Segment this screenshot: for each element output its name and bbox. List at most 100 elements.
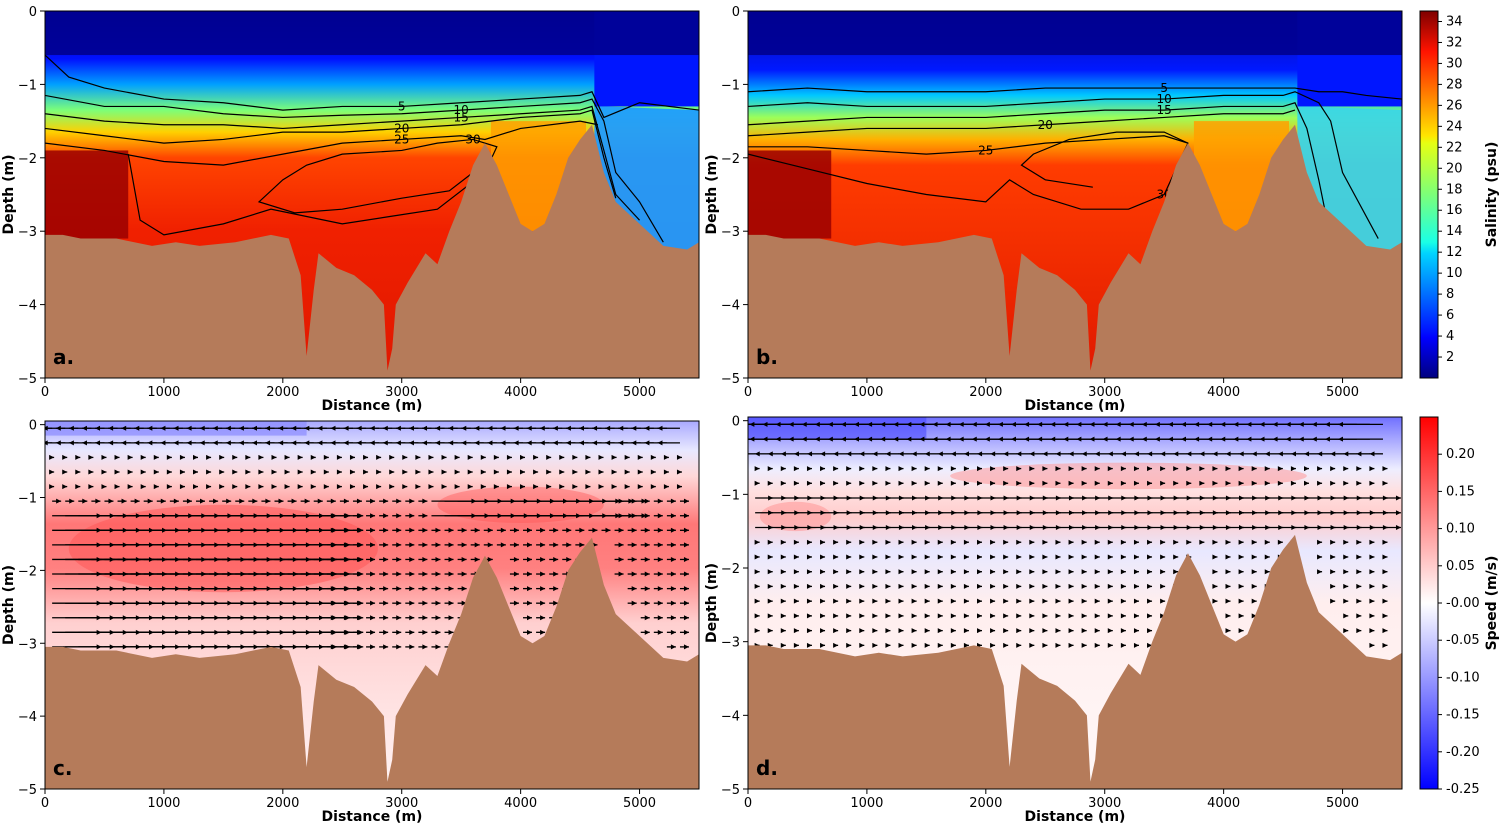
vector-head [1251,554,1257,560]
vector-head [963,554,969,560]
vector-head [1160,554,1166,560]
vector-head [780,613,786,619]
vector-head [480,484,486,490]
vector-head [1147,569,1153,575]
vector-head [539,440,545,446]
vector-head [1016,539,1022,545]
vector-head [428,454,434,460]
vector-head [618,542,624,548]
vector-head [1186,480,1192,486]
vector-head [963,598,969,604]
vector-head [670,644,676,650]
vector-head [1277,466,1283,472]
vector-head [788,421,794,427]
vector-head [1330,539,1336,545]
vector-head [370,571,376,577]
vector-head [846,480,852,486]
vector-head [219,484,225,490]
vector-head [1199,466,1205,472]
vector-head [663,469,669,475]
colorbar-tick-label: 0.15 [1446,484,1475,499]
vector-head [898,480,904,486]
y-tick-label: −2 [721,562,740,577]
vector-head [1356,598,1362,604]
vector-head [775,421,781,427]
vector-head [212,440,218,446]
vector-head [284,454,290,460]
vector-head [885,554,891,560]
vector-head [513,425,519,431]
y-tick-label: −2 [721,152,740,167]
vector-head [134,440,140,446]
vector-head [317,498,323,504]
surface-dark-layer [45,11,699,56]
vector-head [618,527,624,533]
vector-head [546,454,552,460]
x-tick-label: 0 [41,796,49,811]
vector-head [49,484,55,490]
vector-head [546,484,552,490]
vector-head [1181,421,1187,427]
x-tick-label: 3000 [1088,796,1121,811]
vector-head [950,554,956,560]
x-axis-label: Distance (m) [322,809,423,825]
vector-head [898,628,904,634]
vector-head [1343,466,1349,472]
vector-head [527,629,533,635]
y-axis-label: Depth (m) [1,154,17,234]
vector-head [644,527,650,533]
vector-head [1251,466,1257,472]
vector-head [552,440,558,446]
vector-head [1094,569,1100,575]
vector-head [1003,583,1009,589]
vector-head [963,642,969,648]
vector-head [370,644,376,650]
vector-head [527,600,533,606]
vector-head [767,628,773,634]
vector-head [422,615,428,621]
vector-head [657,440,663,446]
vector-head [846,628,852,634]
vector-head [134,498,140,504]
vector-head [166,484,172,490]
contour-line [748,109,1296,137]
vector-head [1225,554,1231,560]
vector-head [45,440,48,446]
vector-head [258,454,264,460]
vector-head [624,469,630,475]
vector-head [1382,466,1388,472]
vector-head [330,629,336,635]
vector-head [1251,539,1257,545]
vector-head [637,454,643,460]
vector-head [356,556,362,562]
vector-head [540,615,546,621]
vector-head [1264,554,1270,560]
vector-head [108,440,114,446]
vector-head [592,440,598,446]
y-axis-label: Depth (m) [704,563,720,643]
vector-head [1220,421,1226,427]
vector-head [265,440,271,446]
vector-head [356,513,362,519]
vector-head [245,484,251,490]
vector-head [1225,613,1231,619]
vector-head [422,629,428,635]
vector-head [1133,642,1139,648]
vector-head [676,484,682,490]
y-tick-label: −2 [18,564,37,579]
colorbar-tick-label: 20 [1446,161,1463,176]
x-tick-label: 3000 [385,385,418,400]
vector-head [775,436,781,442]
vector-head [859,598,865,604]
vector-head [1212,539,1218,545]
vector-head [396,586,402,592]
vector-head [409,542,415,548]
vector-head [1029,583,1035,589]
vector-head [618,498,624,504]
vector-head [1042,569,1048,575]
vector-head [885,480,891,486]
vector-head [924,613,930,619]
vector-head [1107,480,1113,486]
vector-head [644,615,650,621]
vector-head [1369,598,1375,604]
